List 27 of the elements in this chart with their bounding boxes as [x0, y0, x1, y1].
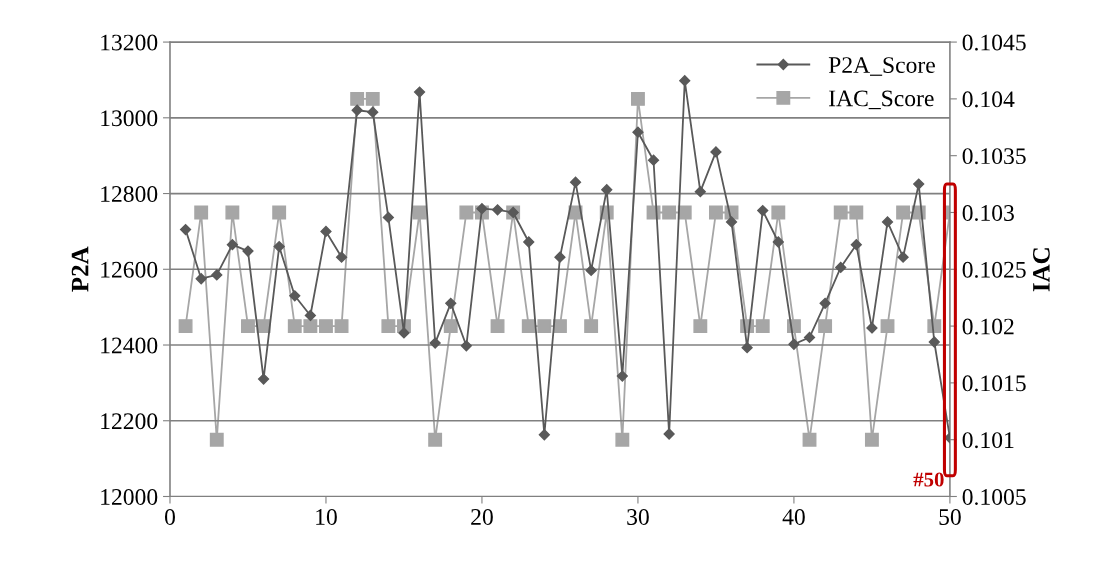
y2-tick-label: 0.103 [962, 204, 1014, 222]
x-tick-label: 50 [939, 508, 961, 525]
legend-label: P2A_Score [828, 57, 935, 76]
x-tick-label: 10 [316, 508, 337, 525]
y-tick-label: 12800 [101, 186, 158, 202]
y2-tick-label: 0.104 [962, 91, 1015, 108]
y2-tick-label: 0.101 [962, 432, 1014, 449]
y-tick-label: 13200 [101, 34, 158, 51]
y2-tick-label: 0.1005 [962, 488, 1026, 506]
y2-tick-label: 0.1035 [962, 148, 1026, 165]
y-tick-label: 12400 [101, 337, 158, 354]
x-tick-label: 40 [782, 508, 805, 525]
y2-tick-label: 0.1045 [962, 34, 1026, 51]
y-tick-label: 12000 [101, 488, 158, 505]
y-tick-label: 12600 [101, 261, 158, 278]
y2-tick-label: 0.102 [962, 318, 1014, 335]
y2-tick-label: 0.1025 [962, 261, 1026, 278]
x-tick-label: 0 [164, 508, 175, 525]
x-tick-label: 30 [627, 508, 649, 525]
x-tick-label: 20 [471, 508, 493, 525]
y-axis-title: P2A [71, 246, 89, 292]
annotation: #50 [913, 472, 944, 487]
y2-tick-label: 0.1015 [962, 375, 1026, 392]
y2-axis-title: IAC [1032, 248, 1050, 292]
y-tick-label: 13000 [101, 110, 158, 127]
legend-label: IAC_Score [829, 90, 934, 110]
y-tick-label: 12200 [101, 413, 158, 430]
